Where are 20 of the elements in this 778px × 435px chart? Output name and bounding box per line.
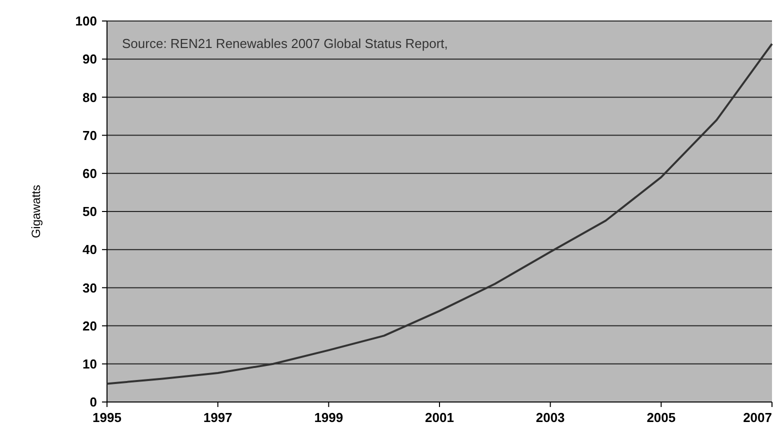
- y-tick-label: 0: [90, 394, 97, 410]
- y-tick-label: 100: [75, 14, 97, 29]
- y-tick-label: 20: [82, 318, 97, 334]
- annotation: Source: REN21 Renewables 2007 Global Status Report,: [122, 36, 448, 51]
- y-tick-label: 40: [82, 242, 97, 258]
- y-axis-title: Gigawatts: [29, 184, 43, 238]
- x-tick-label: 1997: [203, 410, 232, 425]
- y-tick-label: 50: [82, 204, 97, 220]
- y-tick-label: 70: [82, 128, 97, 143]
- y-tick-label: 60: [82, 166, 97, 181]
- y-tick-label: 10: [82, 356, 97, 372]
- x-tick-label: 2007: [743, 410, 772, 425]
- x-tick-label: 2001: [425, 410, 454, 425]
- y-tick-label: 90: [82, 52, 97, 67]
- y-tick-label: 80: [82, 90, 97, 105]
- x-tick-label: 2005: [646, 410, 676, 425]
- x-tick-label: 2003: [536, 410, 565, 425]
- x-tick-label: 1999: [314, 410, 344, 425]
- y-tick-label: 30: [82, 280, 97, 296]
- x-tick-label: 1995: [92, 410, 122, 425]
